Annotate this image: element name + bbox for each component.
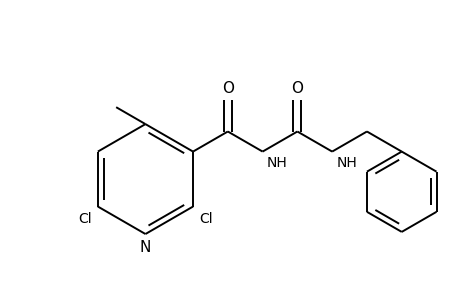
Text: NH: NH bbox=[266, 156, 287, 170]
Text: Cl: Cl bbox=[78, 212, 91, 226]
Text: N: N bbox=[140, 240, 151, 255]
Text: NH: NH bbox=[336, 156, 356, 170]
Text: Cl: Cl bbox=[199, 212, 213, 226]
Text: O: O bbox=[291, 81, 303, 96]
Text: O: O bbox=[221, 81, 233, 96]
